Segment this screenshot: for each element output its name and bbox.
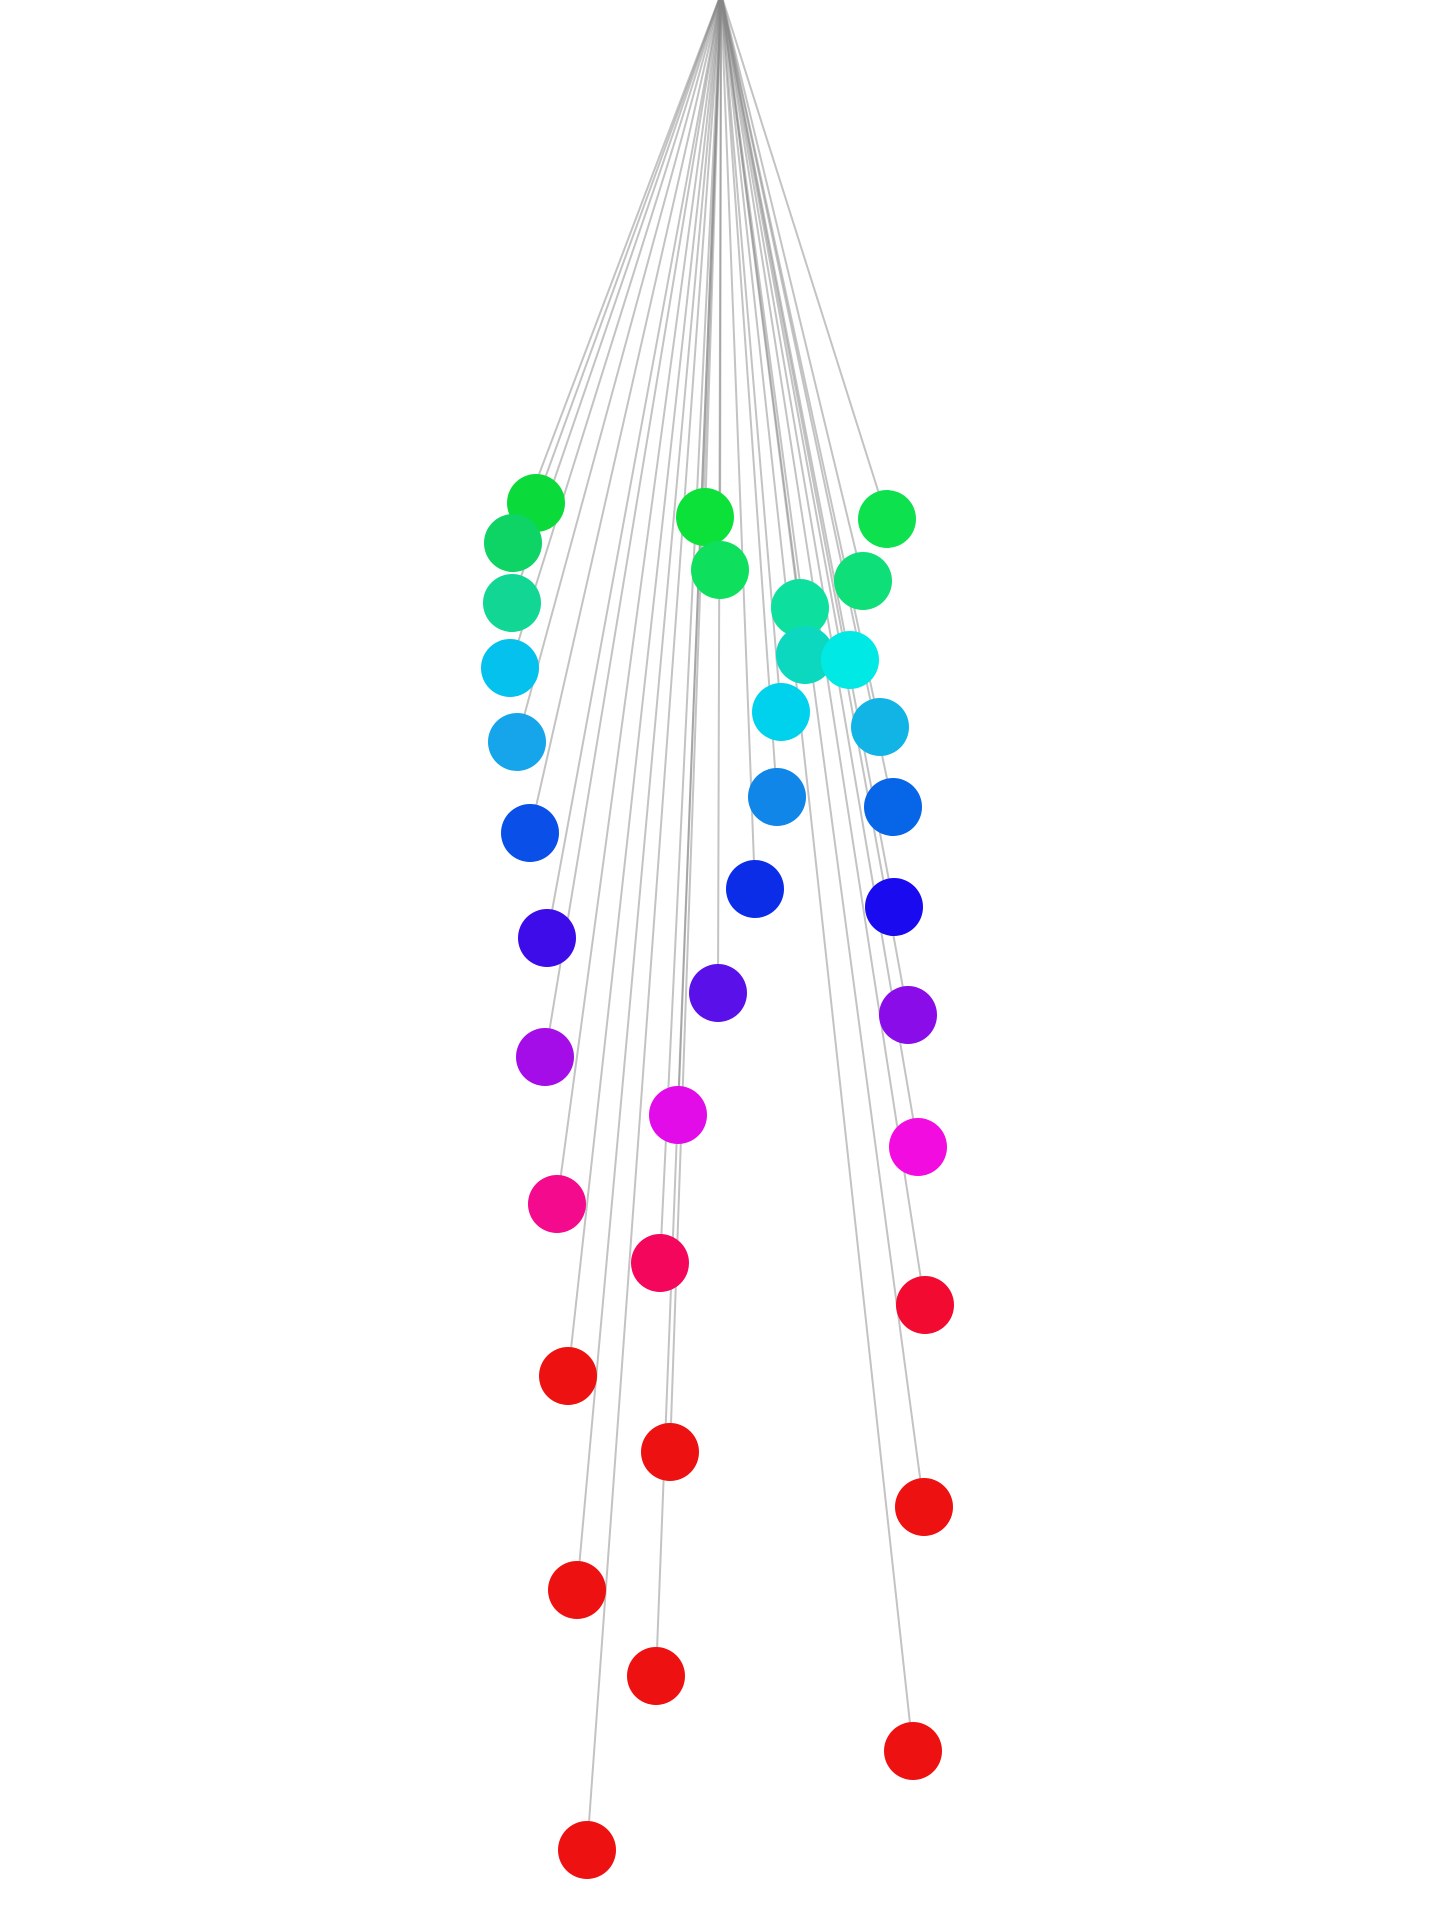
graph-edge bbox=[720, 0, 925, 1508]
graph-edge bbox=[576, 0, 722, 1591]
graph-node[interactable] bbox=[483, 574, 541, 632]
graph-edge bbox=[721, 0, 919, 1148]
graph-node[interactable] bbox=[539, 1347, 597, 1405]
graph-node[interactable] bbox=[484, 514, 542, 572]
graph-node[interactable] bbox=[865, 878, 923, 936]
graph-edge bbox=[586, 0, 722, 1851]
graph-node[interactable] bbox=[558, 1821, 616, 1879]
graph-node[interactable] bbox=[834, 552, 892, 610]
graph-node[interactable] bbox=[691, 541, 749, 599]
graph-edge bbox=[721, 0, 888, 520]
graph-edge bbox=[567, 0, 722, 1377]
graph-edge bbox=[535, 0, 720, 504]
graph-node[interactable] bbox=[518, 909, 576, 967]
graph-edge bbox=[720, 0, 782, 713]
graph-node[interactable] bbox=[776, 626, 834, 684]
graph-edge bbox=[546, 0, 721, 939]
graph-edge bbox=[721, 0, 864, 582]
graph-node[interactable] bbox=[627, 1647, 685, 1705]
graph-edge bbox=[720, 0, 914, 1752]
graph-node[interactable] bbox=[501, 804, 559, 862]
graph-node[interactable] bbox=[689, 964, 747, 1022]
graph-node[interactable] bbox=[864, 778, 922, 836]
graph-node[interactable] bbox=[481, 639, 539, 697]
graph-node[interactable] bbox=[851, 698, 909, 756]
graph-edge bbox=[655, 0, 722, 1677]
graph-node[interactable] bbox=[889, 1118, 947, 1176]
node-layer bbox=[481, 474, 954, 1879]
edge-layer bbox=[509, 0, 926, 1851]
graph-edge bbox=[544, 0, 722, 1058]
graph-node[interactable] bbox=[528, 1175, 586, 1233]
graph-node[interactable] bbox=[488, 713, 546, 771]
graph-node[interactable] bbox=[649, 1086, 707, 1144]
graph-edge bbox=[509, 0, 721, 669]
graph-node[interactable] bbox=[631, 1234, 689, 1292]
graph-node[interactable] bbox=[676, 488, 734, 546]
graph-edge bbox=[720, 0, 778, 798]
graph-edge bbox=[721, 0, 909, 1016]
graph-node[interactable] bbox=[548, 1561, 606, 1619]
graph-node[interactable] bbox=[879, 986, 937, 1044]
graph-node[interactable] bbox=[516, 1028, 574, 1086]
graph-edge bbox=[659, 0, 722, 1264]
graph-node[interactable] bbox=[896, 1276, 954, 1334]
graph-node[interactable] bbox=[641, 1423, 699, 1481]
graph-edge bbox=[512, 0, 720, 544]
graph-node[interactable] bbox=[771, 579, 829, 637]
graph-edge bbox=[556, 0, 722, 1205]
graph-edge bbox=[516, 0, 721, 743]
graph-node[interactable] bbox=[895, 1478, 953, 1536]
graph-node[interactable] bbox=[884, 1722, 942, 1780]
graph-node[interactable] bbox=[752, 683, 810, 741]
graph-edge bbox=[720, 0, 756, 890]
graph-node[interactable] bbox=[858, 490, 916, 548]
graph-node[interactable] bbox=[748, 768, 806, 826]
graph-node[interactable] bbox=[821, 631, 879, 689]
graph-edge bbox=[529, 0, 721, 834]
graph-node[interactable] bbox=[726, 860, 784, 918]
